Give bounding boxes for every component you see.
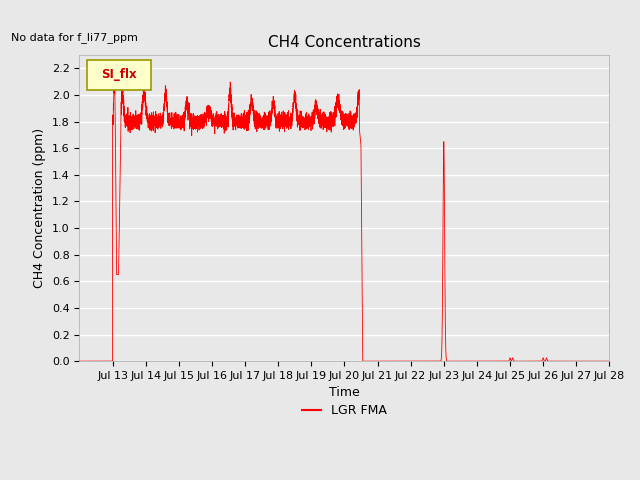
FancyBboxPatch shape — [88, 60, 151, 90]
Text: No data for f_li77_ppm: No data for f_li77_ppm — [11, 32, 138, 43]
Title: CH4 Concentrations: CH4 Concentrations — [268, 35, 421, 50]
X-axis label: Time: Time — [329, 386, 360, 399]
Legend: LGR FMA: LGR FMA — [297, 399, 392, 422]
Y-axis label: CH4 Concentration (ppm): CH4 Concentration (ppm) — [33, 128, 46, 288]
Text: SI_flx: SI_flx — [101, 69, 137, 82]
